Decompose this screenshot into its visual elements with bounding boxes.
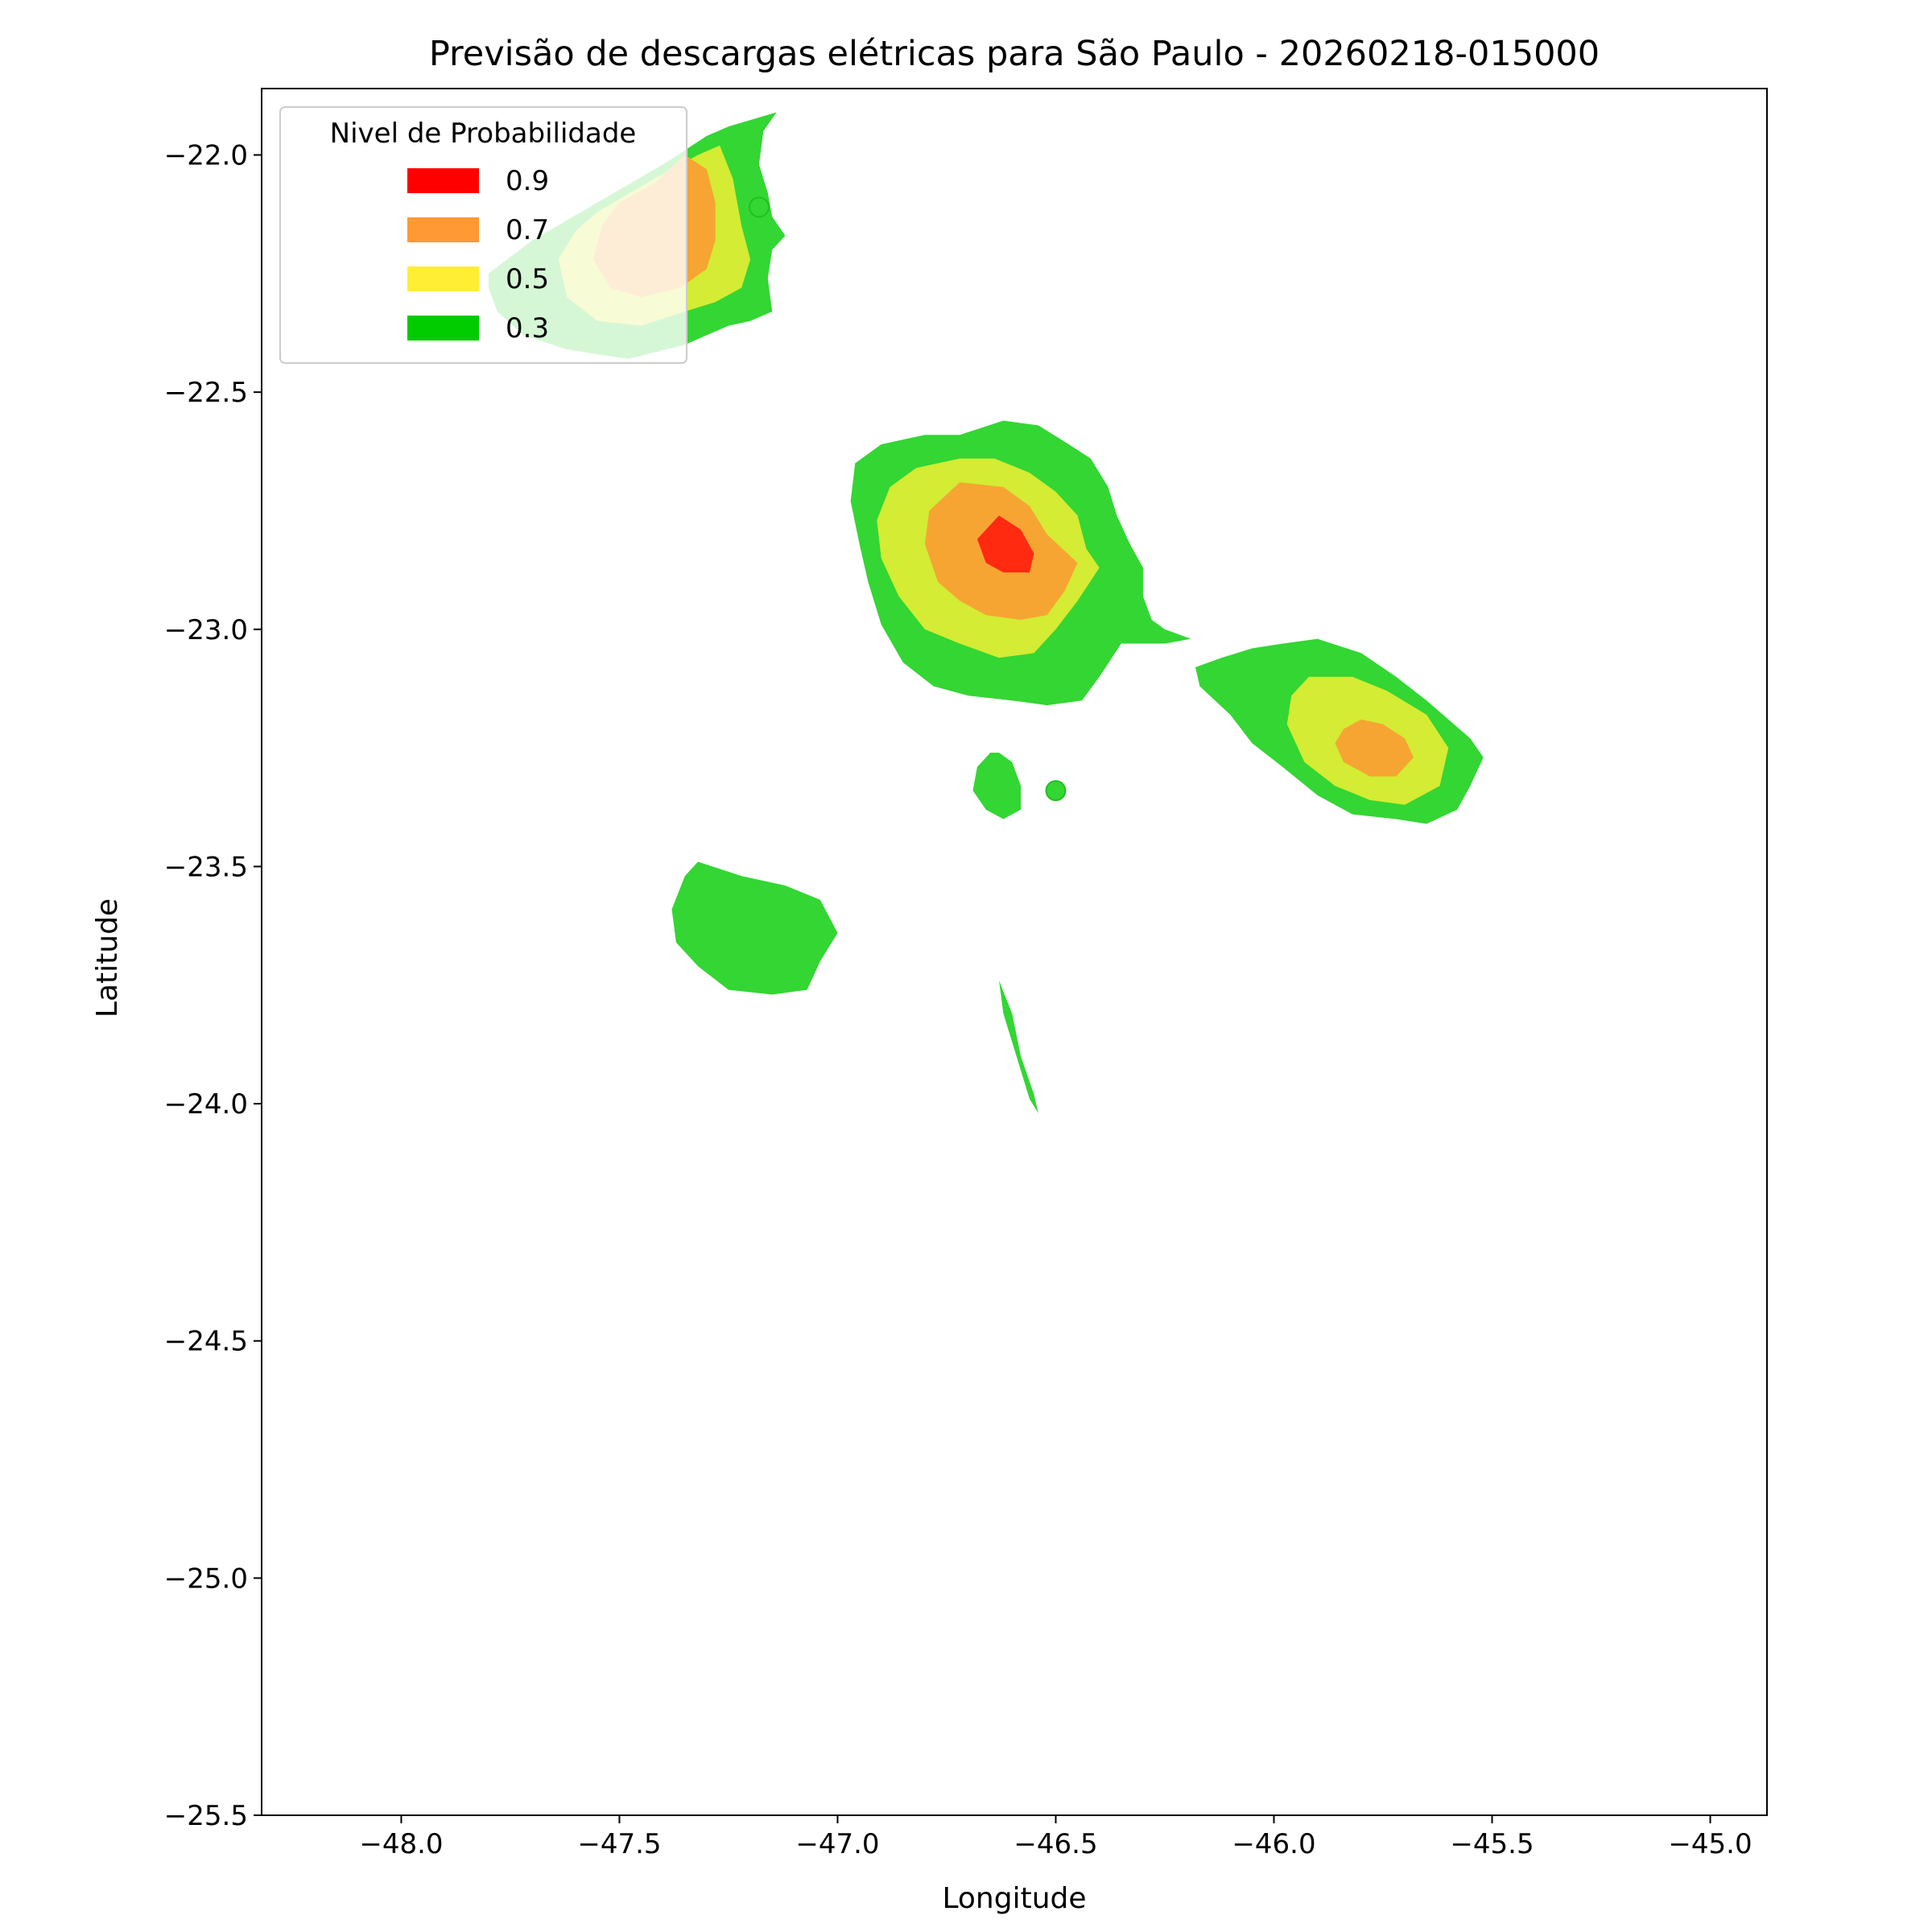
x-tick-label-4: −46.0 [1232,1828,1315,1860]
marker-point-0 [748,196,770,218]
x-tick-label-3: −46.5 [1013,1828,1097,1860]
contour-region-07-9 [1335,719,1414,777]
legend-label-03: 0.3 [506,312,549,345]
legend-swatch-07 [407,217,479,242]
y-tick-label-4: −24.0 [164,1088,248,1121]
x-tick-label-6: −45.0 [1668,1828,1752,1860]
y-tick-label-5: −24.5 [164,1326,248,1358]
legend-swatch-03 [407,316,479,341]
legend: Nivel de Probabilidade 0.9 0.7 0.5 0.3 [279,106,687,364]
y-tick-label-2: −23.0 [164,614,248,646]
legend-box [279,106,687,364]
x-tick-label-0: −48.0 [359,1828,443,1860]
x-tick-label-5: −45.5 [1450,1828,1534,1860]
y-axis-label: Latitude [91,898,124,1018]
y-tick-label-6: −25.0 [164,1563,248,1595]
y-tick-label-3: −23.5 [164,851,248,883]
contour-region-03-11 [671,861,838,995]
contour-region-03-10 [972,753,1022,819]
x-tick-label-2: −47.0 [795,1828,879,1860]
x-tick-label-1: −47.5 [577,1828,661,1860]
legend-label-05: 0.5 [506,263,549,295]
y-tick-label-0: −22.0 [164,140,248,172]
legend-label-09: 0.9 [506,165,549,197]
y-tick-label-7: −25.5 [164,1800,248,1832]
x-axis-ticks: −48.0 −47.5 −47.0 −46.5 −46.0 −45.5 −45.0 [359,1815,1752,1860]
y-tick-label-1: −22.5 [164,377,248,409]
contour-markers [748,196,1067,802]
legend-title: Nivel de Probabilidade [330,118,637,150]
plot-frame [261,88,1768,1816]
contour-region-09-6 [976,515,1034,573]
chart-title: Previsão de descargas elétricas para São… [429,34,1600,74]
marker-point-1 [1045,780,1067,802]
legend-entries: 0.9 0.7 0.5 0.3 [407,165,549,345]
y-axis-ticks: −22.0 −22.5 −23.0 −23.5 −24.0 −24.5 −25.0 −25.5 [164,140,262,1832]
contour-region-03-12 [999,980,1038,1113]
legend-label-07: 0.7 [506,214,549,246]
legend-swatch-05 [407,266,479,291]
x-axis-label: Longitude [942,1882,1086,1915]
legend-swatch-09 [407,168,479,193]
